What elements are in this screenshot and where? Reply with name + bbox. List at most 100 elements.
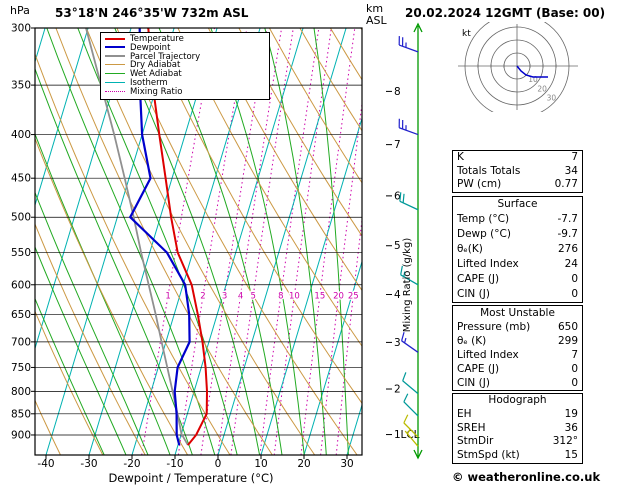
datetime-label: 20.02.2024 12GMT (Base: 00) — [405, 6, 606, 20]
stats-value: 312° — [552, 435, 578, 448]
stats-label: CAPE (J) — [457, 273, 500, 285]
pressure-tick-label: 650 — [11, 309, 31, 321]
stats-value: 0.77 — [554, 178, 578, 190]
hodograph-unit-label: kt — [462, 29, 471, 39]
stats-row: CAPE (J) 0 — [453, 272, 582, 287]
mixing-ratio-label: 4 — [238, 292, 243, 302]
km-tick-label: 5 — [394, 240, 401, 252]
pressure-unit-label: hPa — [10, 4, 30, 17]
stats-label: Lifted Index — [457, 349, 519, 361]
km-tick-label: 1 — [394, 429, 401, 441]
pressure-tick-label: 550 — [11, 247, 31, 259]
wind-barb — [403, 393, 419, 417]
stats-label: CAPE (J) — [457, 363, 500, 375]
stats-label: Pressure (mb) — [457, 321, 531, 333]
hodograph-ring — [464, 22, 570, 112]
km-tick-label: 6 — [394, 190, 401, 202]
legend-line-sample — [105, 90, 125, 92]
legend-item: Parcel Trajectory — [105, 51, 265, 62]
km-tick-label: 2 — [394, 384, 401, 396]
mixing-ratio-value-labels: 1 2 3 4 5 8 10 15 20 25 — [164, 290, 360, 303]
stats-value: 15 — [564, 449, 578, 462]
legend-line-sample — [105, 81, 125, 83]
mixing-ratio-axis-label: Mixing Ratio (g/kg) — [402, 237, 413, 333]
pressure-tick-label: 450 — [11, 173, 31, 185]
stats-label: CIN (J) — [457, 377, 490, 389]
stats-label: θₑ (K) — [457, 335, 487, 347]
wind-barb — [401, 332, 419, 353]
stats-value: 0 — [571, 273, 578, 285]
mixing-ratio-label: 8 — [278, 292, 283, 302]
stats-value: 0 — [571, 377, 578, 389]
stats-row: Pressure (mb) 650 — [453, 320, 582, 334]
wind-barb — [398, 118, 419, 136]
legend-item: Wet Adiabat — [105, 70, 265, 79]
pressure-tick-label: 750 — [11, 362, 31, 374]
x-axis-title: Dewpoint / Temperature (°C) — [108, 471, 274, 485]
stats-label: K — [457, 151, 464, 163]
stats-value: -7.7 — [557, 213, 579, 225]
km-tick-label: 3 — [394, 337, 401, 349]
mixing-ratio-label: 3 — [222, 292, 227, 302]
stats-row: Temp (°C) -7.7 — [453, 212, 582, 227]
stats-value: 36 — [564, 421, 578, 434]
stats-table: Hodograph EH 19 SREH 36 StmDir 312° StmSpd (kt)… — [452, 393, 583, 464]
plot-border — [34, 27, 363, 456]
temp-tick-label: 20 — [297, 458, 310, 470]
stats-label: EH — [457, 407, 472, 420]
station-title: 53°18'N 246°35'W 732m ASL — [55, 6, 249, 20]
km-tick-label: 4 — [394, 289, 401, 301]
pressure-tick-label: 500 — [11, 212, 31, 224]
stats-row: θₑ (K) 299 — [453, 334, 582, 348]
stats-row: Lifted Index 24 — [453, 257, 582, 272]
stats-row: Totals Totals 34 — [453, 165, 582, 179]
stats-value: 34 — [564, 164, 578, 177]
temp-tick-label: 10 — [254, 458, 267, 470]
wind-barbs — [398, 36, 419, 447]
mixing-ratio-label: 20 — [333, 292, 344, 302]
stats-table: Surface Temp (°C) -7.7 Dewp (°C) -9.7 θₑ(K) 27… — [452, 196, 583, 303]
wind-barb — [403, 414, 419, 438]
temperature-curve — [147, 28, 209, 446]
temp-tick-label: -20 — [123, 458, 140, 470]
stats-label: Dewp (°C) — [457, 228, 511, 240]
stats-table-title: Surface — [497, 198, 538, 210]
skewt-plot: 1 2 3 4 5 8 10 15 20 25 — [35, 28, 362, 455]
stats-value: 299 — [557, 335, 578, 347]
legend-item-label: Parcel Trajectory — [130, 51, 201, 62]
stats-table-title: Hodograph — [488, 394, 547, 406]
asl-axis-unit-label: ASL — [366, 14, 387, 27]
mixing-ratio-label: 5 — [250, 292, 255, 302]
stats-value: 7 — [571, 349, 578, 361]
stats-label: CIN (J) — [457, 288, 490, 300]
temperature-axis-labels: -40 -30 -20 -10 0 10 20 30 — [37, 455, 354, 470]
altitude-staff — [413, 22, 423, 460]
km-tick-label: 8 — [394, 86, 401, 98]
km-axis-unit-label: km — [366, 2, 384, 15]
legend-item: Isotherm — [105, 79, 265, 88]
km-tick-label: 7 — [394, 139, 401, 151]
stats-row: StmSpd (kt) 15 — [453, 449, 582, 463]
stats-label: StmSpd (kt) — [457, 449, 520, 462]
stats-row: CAPE (J) 0 — [453, 362, 582, 376]
stats-label: PW (cm) — [457, 178, 502, 190]
temp-tick-label: -30 — [80, 458, 97, 470]
stats-value: 276 — [557, 243, 578, 255]
stats-row: Lifted Index 7 — [453, 348, 582, 362]
wind-barb — [402, 372, 419, 395]
stats-value: 7 — [571, 151, 578, 163]
legend-line-sample — [105, 73, 125, 75]
stats-value: 0 — [571, 288, 578, 300]
legend-item: Mixing Ratio — [105, 87, 265, 97]
pressure-axis-labels: 300 350 400 450 500 550 600 650 700 750 800 850 900 — [11, 23, 35, 441]
legend: Temperature Dewpoint Parcel Trajectory Dry … — [100, 32, 270, 100]
wind-barb — [400, 265, 419, 286]
legend-item: Temperature — [105, 35, 265, 44]
stats-table: Most Unstable Pressure (mb) 650 θₑ (K) 299 Li… — [452, 305, 583, 391]
legend-line-sample — [105, 37, 125, 40]
stats-label: StmDir — [457, 435, 494, 448]
legend-item-label: Isotherm — [130, 77, 168, 88]
